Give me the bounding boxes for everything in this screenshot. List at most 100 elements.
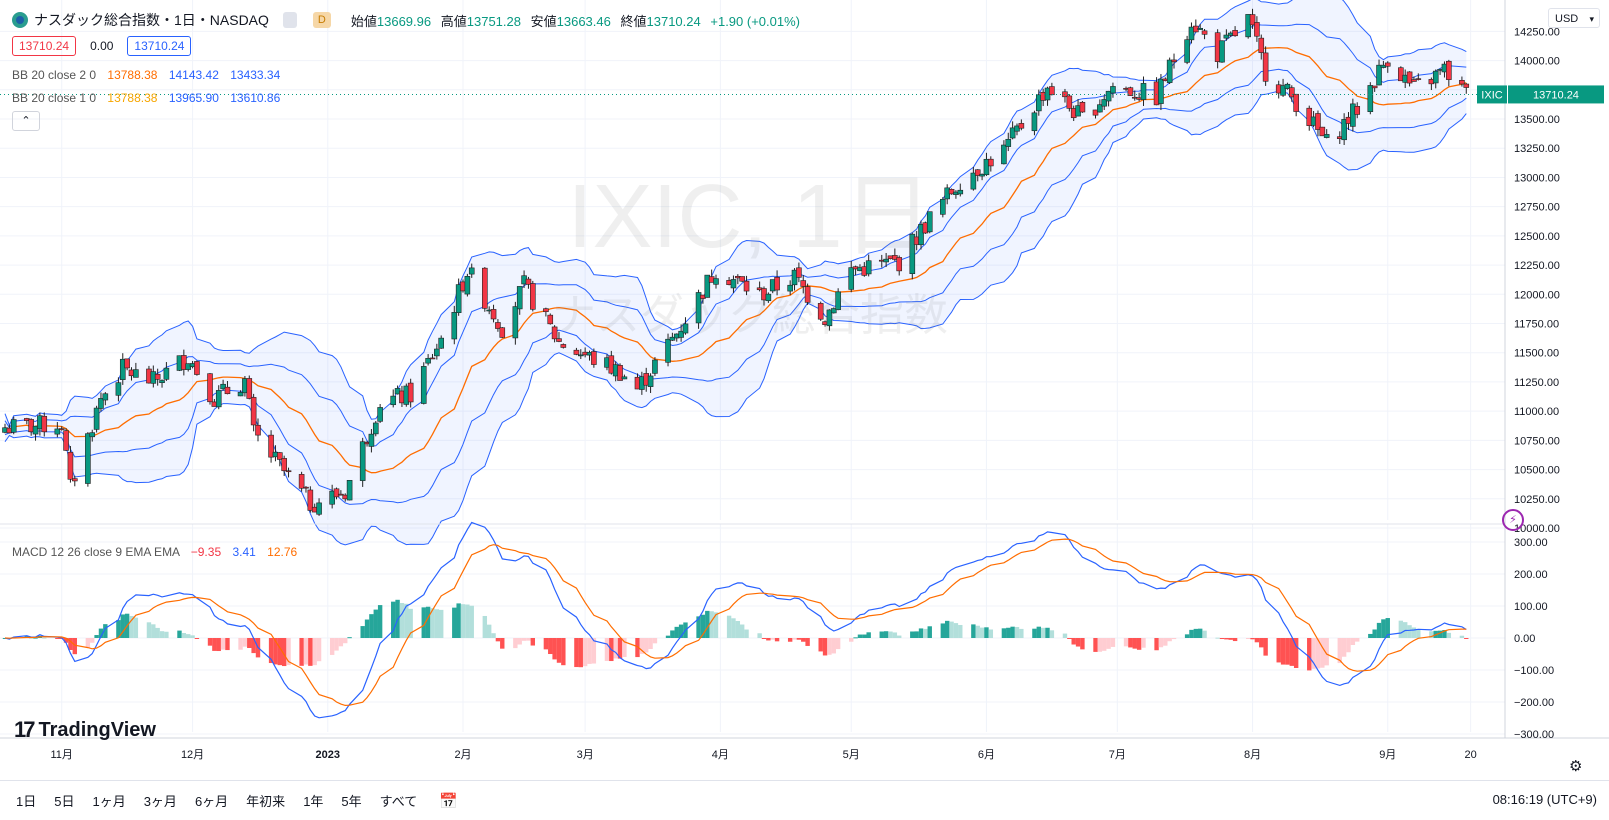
candle-body bbox=[896, 257, 903, 272]
range-1m-button[interactable]: 1ヶ月 bbox=[92, 794, 126, 809]
candle-body bbox=[909, 233, 916, 275]
macd-hist-bar bbox=[1062, 633, 1068, 638]
candle-body bbox=[429, 357, 436, 360]
bb2-legend[interactable]: BB 20 close 1 0 13788.38 13965.90 13610.… bbox=[12, 91, 280, 105]
macd-hist-bar bbox=[364, 619, 370, 638]
macd-legend[interactable]: MACD 12 26 close 9 EMA EMA −9.35 3.41 12… bbox=[12, 545, 297, 559]
candle-body bbox=[704, 274, 711, 298]
macd-hist-bar bbox=[103, 624, 108, 638]
collapse-legend-button[interactable]: ⌃ bbox=[12, 111, 40, 131]
candle-body bbox=[482, 267, 488, 309]
macd-hist-bar bbox=[1128, 638, 1133, 648]
range-ytd-button[interactable]: 年初来 bbox=[246, 794, 286, 809]
candle-body bbox=[133, 369, 139, 378]
macd-hist-bar bbox=[709, 611, 714, 638]
price-tag-symbol: IXIC bbox=[1481, 89, 1502, 101]
macd-hist-bar bbox=[1368, 633, 1373, 638]
macd-hist-bar bbox=[334, 638, 339, 651]
candle-body bbox=[739, 276, 745, 282]
interval-badge: D bbox=[312, 12, 331, 28]
macd-hist-bar bbox=[757, 633, 762, 638]
macd-hist-bar bbox=[1376, 622, 1382, 638]
candle-body bbox=[368, 433, 375, 447]
close-label: 終値 bbox=[620, 13, 647, 29]
candle-body bbox=[359, 441, 366, 481]
macd-hist-bar bbox=[700, 614, 706, 638]
macd-hist-bar bbox=[818, 638, 823, 652]
candle-body bbox=[1367, 85, 1374, 112]
candle-body bbox=[1158, 78, 1164, 104]
spread-value: 0.00 bbox=[90, 39, 114, 53]
range-5y-button[interactable]: 5年 bbox=[341, 794, 362, 809]
range-6m-button[interactable]: 6ヶ月 bbox=[194, 794, 229, 809]
macd-hist-bar bbox=[1167, 638, 1172, 642]
watermark-symbol: IXIC, 1日 bbox=[567, 167, 932, 267]
bb-upper-2 bbox=[4, 0, 1467, 427]
macd-hist-bar bbox=[1189, 629, 1194, 638]
macd-hist-bar bbox=[766, 638, 771, 641]
macd-tick-label: −100.00 bbox=[1514, 665, 1554, 677]
buy-button[interactable]: 13710.24 bbox=[127, 36, 192, 56]
macd-hist-bar bbox=[949, 621, 954, 638]
macd-tick-label: −300.00 bbox=[1514, 729, 1554, 741]
macd-hist-bar bbox=[927, 626, 932, 638]
macd-hist-bar bbox=[796, 638, 802, 640]
currency-label: USD bbox=[1555, 13, 1579, 25]
macd-hist-bar bbox=[1171, 638, 1177, 640]
macd-hist-bar bbox=[299, 638, 304, 666]
macd-hist-bar bbox=[1259, 638, 1264, 648]
macd-hist-bar bbox=[761, 638, 767, 639]
macd-hist-bar bbox=[430, 608, 435, 638]
candle-body bbox=[804, 286, 811, 303]
settings-gear-icon[interactable]: ⚙ bbox=[1569, 758, 1583, 775]
calendar-icon[interactable]: 📅 bbox=[439, 792, 458, 810]
macd-hist-bar bbox=[652, 638, 658, 644]
candle-body bbox=[1197, 27, 1203, 30]
candle-body bbox=[377, 407, 383, 422]
macd-hist-bar bbox=[552, 638, 557, 660]
candle-body bbox=[730, 279, 737, 289]
macd-hist-bar bbox=[979, 627, 985, 638]
symbol-title[interactable]: ナスダック総合指数・1日・NASDAQ bbox=[34, 12, 269, 28]
range-3m-button[interactable]: 3ヶ月 bbox=[143, 794, 177, 809]
price-tick-label: 12000.00 bbox=[1514, 289, 1560, 301]
macd-hist-bar bbox=[774, 638, 780, 642]
macd-hist-bar bbox=[28, 637, 34, 639]
macd-hist-bar bbox=[888, 631, 893, 638]
candle-body bbox=[1376, 64, 1382, 86]
currency-selector[interactable]: USD ▾ bbox=[1548, 8, 1600, 28]
sell-button[interactable]: 13710.24 bbox=[12, 36, 77, 56]
macd-hist-bar bbox=[787, 638, 793, 642]
macd-hist-bar bbox=[988, 629, 994, 638]
range-5d-button[interactable]: 5日 bbox=[54, 794, 75, 809]
candle-body bbox=[530, 283, 536, 310]
candle-body bbox=[420, 366, 427, 404]
macd-value: 3.41 bbox=[232, 545, 256, 559]
lightning-icon[interactable]: ⚡ bbox=[1502, 509, 1524, 531]
price-tick-label: 11250.00 bbox=[1514, 377, 1559, 389]
tradingview-logo[interactable]: 17 TradingView bbox=[14, 717, 156, 743]
clock[interactable]: 08:16:19 (UTC+9) bbox=[1492, 792, 1597, 807]
macd-hist-bar bbox=[1193, 628, 1199, 638]
candle-body bbox=[425, 358, 431, 364]
macd-hist-bar bbox=[329, 638, 335, 655]
bb1-legend[interactable]: BB 20 close 2 0 13788.38 14143.42 13433.… bbox=[12, 68, 280, 82]
candle-body bbox=[652, 359, 658, 374]
candle-body bbox=[678, 330, 684, 338]
macd-hist-bar bbox=[1324, 638, 1329, 666]
macd-hist-bar bbox=[1136, 638, 1142, 650]
range-1y-button[interactable]: 1年 bbox=[303, 794, 324, 809]
price-tick-label: 13000.00 bbox=[1514, 172, 1560, 184]
macd-hist-bar bbox=[940, 623, 946, 638]
candle-body bbox=[1001, 144, 1007, 165]
bb2-upper: 13965.90 bbox=[168, 91, 219, 105]
range-1d-button[interactable]: 1日 bbox=[16, 794, 37, 809]
macd-hist-bar bbox=[452, 607, 457, 638]
range-all-button[interactable]: すべて bbox=[379, 794, 418, 809]
candle-body bbox=[682, 323, 689, 334]
macd-hist-bar bbox=[425, 606, 431, 638]
candle-body bbox=[1184, 39, 1190, 63]
candle-body bbox=[1384, 62, 1391, 67]
